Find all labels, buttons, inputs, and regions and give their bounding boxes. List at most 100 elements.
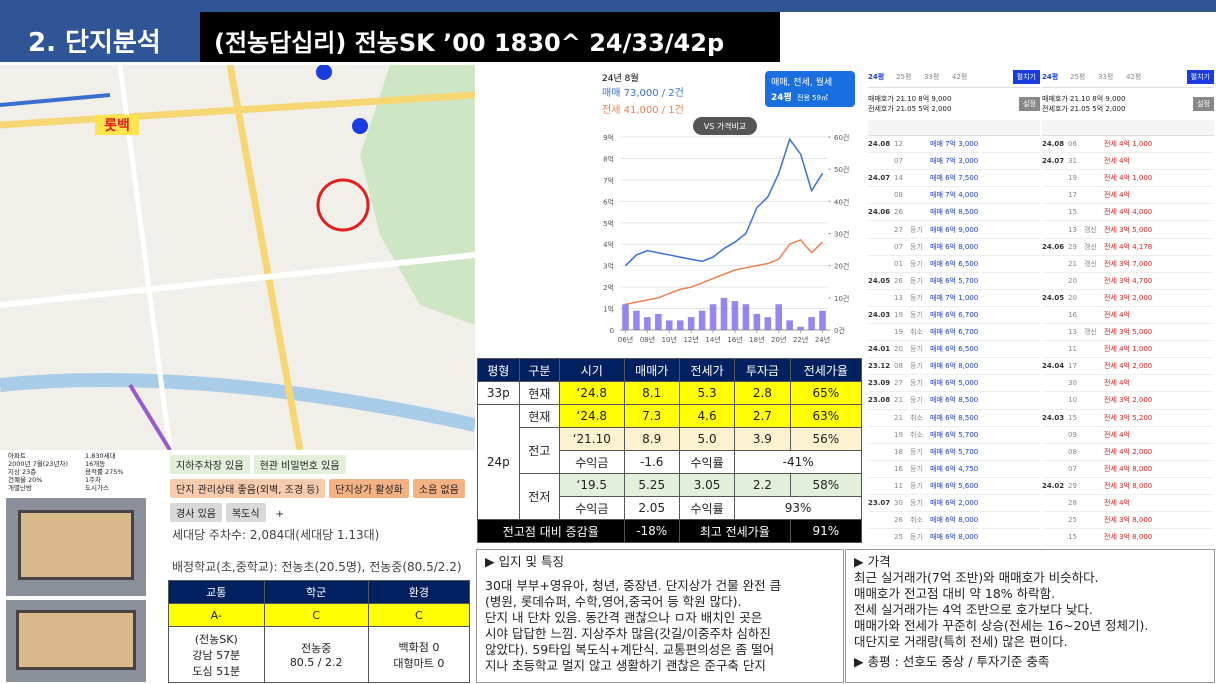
deal-tag: 취소 — [910, 328, 923, 337]
deal-tag: 취소 — [910, 413, 923, 422]
deal-price: 전세 4억 2,000 — [1104, 447, 1153, 456]
deal-price: 매매 6억 9,000 — [930, 225, 979, 234]
deal-price: 전세 4억 — [1104, 157, 1130, 166]
deal-day: 19 — [894, 310, 903, 319]
deal-list: 24평 25평 33평 42평 펼치기 매매호가 21.10 8억 9,000 전세호가 2… — [868, 66, 1040, 547]
tag-row: 지하주차장 있음 현관 비밀번호 있음 — [168, 452, 473, 476]
deal-price: 전세 3억 7,000 — [1104, 259, 1153, 268]
volume-bar — [655, 313, 662, 330]
deal-day: 27 — [894, 225, 903, 234]
deal-day: 08 — [894, 191, 903, 200]
compare-pill[interactable] — [693, 117, 757, 135]
deal-row: 23.12 08 등기 매매 6억 8,000 — [868, 358, 1040, 376]
text-line: 대단지로 거래량(특히 전세) 많은 편이다. — [854, 634, 1068, 649]
deal-price: 매매 6억 2,000 — [930, 499, 979, 508]
cell: 5.0 — [678, 427, 736, 451]
deal-row: 28 전세 4억 — [1042, 495, 1214, 513]
deal-price: 매매 6억 7,500 — [930, 174, 979, 183]
x-tick-label: 24년 — [815, 335, 830, 344]
deal-day: 19 — [894, 430, 903, 439]
header-cell: 전세가율 — [789, 358, 863, 382]
deal-month: 24.08 — [868, 140, 891, 149]
deal-month: 24.06 — [1042, 242, 1065, 251]
deal-day: 29 — [1068, 242, 1077, 251]
y-tick-label: 8억 — [603, 155, 614, 163]
cell: 2.8 — [734, 381, 791, 405]
button[interactable]: 설정 — [1019, 97, 1040, 111]
deal-day: 14 — [894, 174, 903, 183]
deal-day: 13 — [1068, 328, 1077, 337]
y2-tick-label: 60건 — [834, 133, 849, 142]
grade-table: 교통 학군 환경 A- C C (전농SK) 강남 57분 도심 51분 전농중 80.5 / … — [168, 580, 471, 683]
info-item: 1주차 — [85, 476, 102, 484]
cell: 58% — [789, 473, 863, 497]
tag: 복도식 — [225, 503, 266, 522]
volume-bar — [819, 310, 826, 330]
deal-row: 17 전세 4억 — [1042, 187, 1214, 205]
deal-row: 24.05 20 전세 3억 2,000 — [1042, 290, 1214, 307]
volume-bar — [676, 320, 684, 330]
button[interactable]: 펼치기 — [1186, 69, 1214, 84]
y2-tick-label: 10건 — [834, 294, 849, 303]
deal-day: 19 — [1068, 174, 1077, 183]
deal-price: 매매 6억 5,700 — [930, 447, 979, 456]
deal-tag: 등기 — [910, 276, 923, 285]
deal-row: 24.03 15 전세 3억 5,200 — [1042, 410, 1214, 427]
deal-row: 08 전세 4억 2,000 — [1042, 444, 1214, 461]
cell: 2.05 — [623, 496, 680, 520]
tags: 지하주차장 있음 현관 비밀번호 있음 단지 관리상태 좋음(외벽, 조경 등) 단지… — [168, 452, 473, 524]
deal-row: 21 취소 매매 6억 8,500 — [868, 410, 1040, 427]
deal-row: 13 갱신 전세 3억 5,000 — [1042, 324, 1214, 342]
tag: 경사 있음 — [170, 503, 222, 522]
deal-price: 매매 6억 5,700 — [930, 276, 979, 285]
page-title: (전농답십리) 전농SK ’00 1830^ 24/33/42p — [200, 12, 780, 62]
deal-day: 06 — [1068, 140, 1077, 149]
deal-day: 07 — [894, 157, 903, 166]
deal-row: 25 등기 매매 6억 8,000 — [868, 529, 1040, 547]
cell: 전고점 대비 증감율 — [477, 519, 625, 543]
deal-price: 전세 4억 — [1104, 310, 1130, 319]
deal-month: 23.07 — [868, 499, 891, 508]
header-cell: 구분 — [518, 358, 561, 382]
deal-price: 전세 3억 5,000 — [1104, 225, 1153, 234]
deal-day: 16 — [894, 464, 903, 473]
deal-row: 26 취소 매매 6억 8,000 — [868, 512, 1040, 530]
deal-price: 매매 6억 6,500 — [930, 259, 979, 268]
asking-line: 전세호가 21.05 5억 2,000 — [1042, 105, 1126, 113]
floorplan — [6, 600, 146, 682]
summary-table: 평형 구분 시기 매매가 전세가 투자금 전세가율 33p 현재 ‘24.8 8.1 5.3 2.8 6… — [477, 358, 863, 543]
cell: 63% — [789, 404, 863, 428]
deal-day: 20 — [1068, 293, 1077, 302]
deal-price: 전세 4억 8,000 — [1104, 464, 1153, 473]
deal-month: 24.05 — [1042, 293, 1065, 302]
cell: 전저 — [518, 473, 561, 520]
box-title: ▶ 입지 및 특징 — [485, 554, 565, 569]
cell: 3.9 — [734, 427, 791, 451]
asking-line: 매매호가 21.10 8억 9,000 — [1042, 95, 1126, 103]
cell: -18% — [623, 519, 680, 543]
y2-tick-label: 0건 — [834, 326, 845, 335]
deal-row: 15 전세 4억 4,000 — [1042, 204, 1214, 222]
cell: 33p — [477, 381, 520, 405]
button[interactable]: 설정 — [1193, 97, 1214, 111]
deal-day: 21 — [894, 396, 903, 405]
volume-bar — [797, 326, 804, 330]
deal-tag: 갱신 — [1084, 328, 1097, 337]
deal-price: 전세 4억 1,000 — [1104, 345, 1153, 354]
asking: 매매호가 21.10 8억 9,000 전세호가 21.05 5억 2,000 설정 — [1042, 88, 1214, 120]
grade-detail: 전농중 80.5 / 2.2 — [263, 626, 369, 683]
deal-day: 09 — [1068, 430, 1077, 439]
volume-bar — [709, 304, 717, 330]
deal-price: 전세 3억 5,200 — [1104, 413, 1153, 422]
tab: 25평 — [896, 72, 912, 81]
text-line: 않았다). 59타입 복도식+계단식. 교통편의성은 좀 떨어 — [485, 642, 775, 657]
cell: 수익금 — [559, 450, 625, 474]
deal-price: 전세 4억 2,000 — [1104, 362, 1153, 371]
deal-row: 16 등기 매매 6억 4,750 — [868, 461, 1040, 478]
deal-row: 24.08 12 매매 7억 3,000 — [868, 136, 1040, 154]
button[interactable]: 펼치기 — [1012, 69, 1040, 84]
deal-day: 27 — [894, 379, 903, 388]
price-line — [625, 239, 824, 306]
deal-row: 30 전세 4억 — [1042, 375, 1214, 393]
asking-line: 전세호가 21.05 5억 2,000 — [868, 105, 952, 113]
